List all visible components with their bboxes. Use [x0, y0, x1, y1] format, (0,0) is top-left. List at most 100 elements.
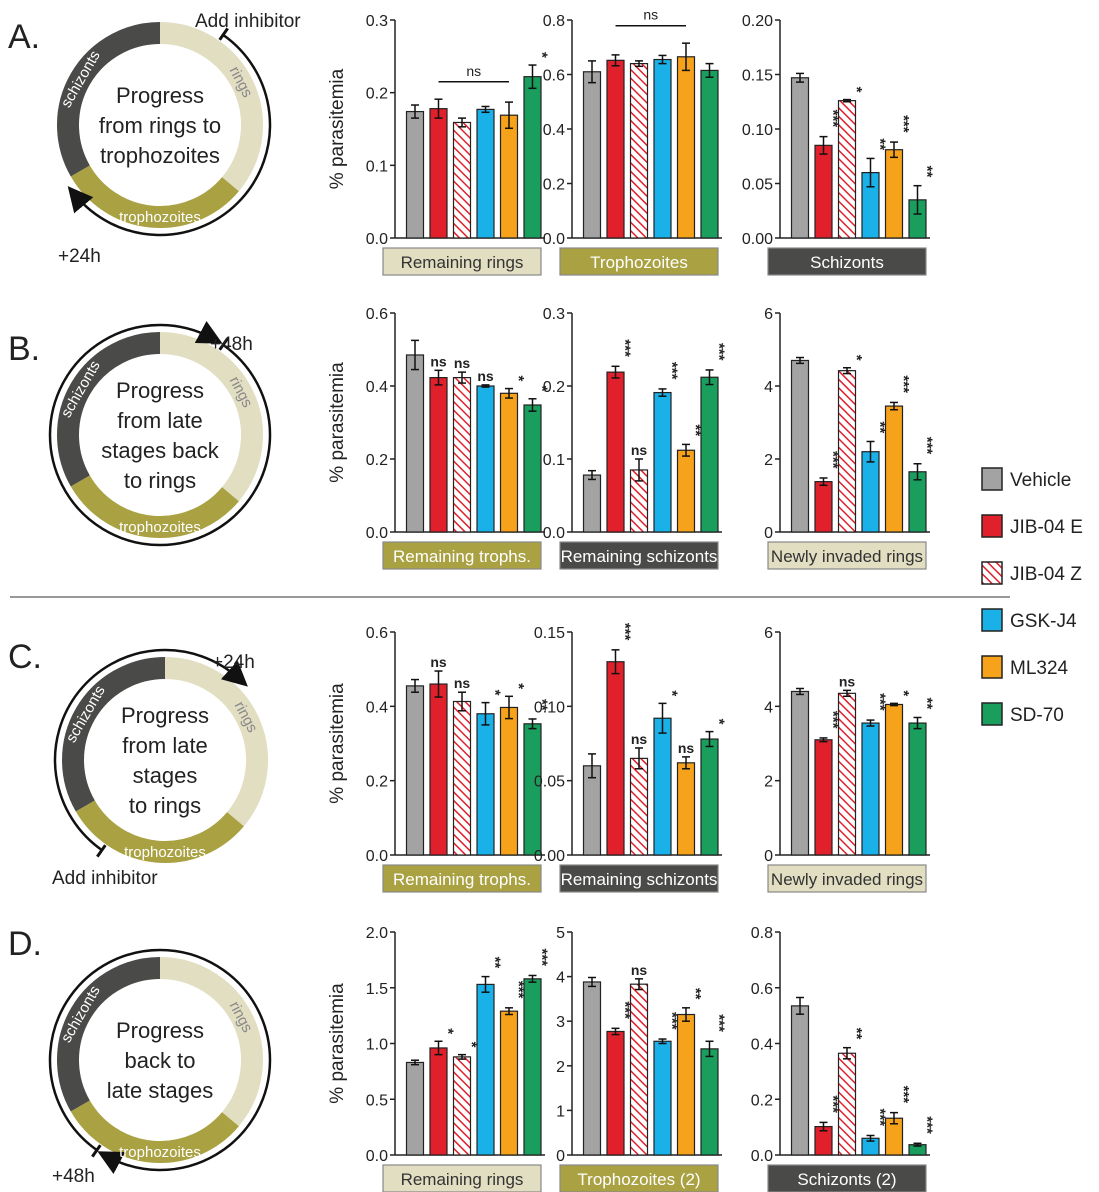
center-text: back to — [125, 1048, 196, 1073]
x-label: Trophozoites (2) — [577, 1170, 700, 1189]
panel-letter: D. — [8, 925, 42, 963]
legend-label: GSK-J4 — [1010, 611, 1077, 632]
bar — [430, 1048, 447, 1155]
y-tick-label: 0.10 — [534, 699, 565, 716]
significance: ** — [848, 1028, 865, 1040]
significance: *** — [711, 1014, 728, 1032]
significance: *** — [895, 1086, 912, 1104]
y-label: % parasitemia — [327, 362, 348, 483]
y-label: % parasitemia — [327, 68, 348, 189]
bar — [792, 360, 809, 532]
significance: *** — [664, 362, 681, 380]
bracket-label: ns — [466, 63, 481, 79]
x-label: Remaining trophs. — [393, 870, 531, 889]
bar — [886, 406, 903, 532]
x-label: Remaining schizonts — [561, 870, 718, 889]
bar — [477, 109, 494, 238]
x-label: Schizonts (2) — [797, 1170, 896, 1189]
x-label: Newly invaded rings — [771, 870, 923, 889]
bar — [524, 77, 541, 238]
y-tick-label: 0.0 — [366, 1148, 388, 1165]
legend-swatch — [982, 703, 1002, 725]
y-tick-label: 0.6 — [543, 68, 565, 85]
bar — [501, 707, 518, 855]
significance: * — [487, 690, 504, 696]
panel-letter: B. — [8, 330, 40, 368]
bar — [631, 758, 648, 855]
y-tick-label: 0.4 — [751, 1037, 773, 1054]
y-tick-label: 0.20 — [742, 13, 773, 30]
y-tick-label: 0.10 — [742, 122, 773, 139]
y-tick-label: 0.2 — [366, 452, 388, 469]
legend-label: Vehicle — [1010, 470, 1071, 491]
significance: ns — [631, 731, 648, 747]
significance: ns — [430, 654, 447, 670]
bar — [815, 482, 832, 532]
y-tick-label: 0.2 — [543, 177, 565, 194]
significance: *** — [617, 623, 634, 641]
y-tick-label: 0.05 — [534, 774, 565, 791]
y-tick-label: 0.0 — [543, 525, 565, 542]
legend-swatch — [982, 515, 1002, 537]
significance: ns — [631, 962, 648, 978]
y-tick-label: 0.4 — [366, 379, 388, 396]
bar — [839, 371, 856, 532]
significance: ** — [872, 138, 889, 150]
y-tick-label: 0.2 — [366, 86, 388, 103]
y-tick-label: 0.0 — [751, 1148, 773, 1165]
legend-swatch — [982, 562, 1002, 584]
bar — [584, 72, 601, 238]
bar — [407, 355, 424, 532]
y-tick-label: 0.6 — [366, 625, 388, 642]
x-label: Newly invaded rings — [771, 547, 923, 566]
y-tick-label: 0.0 — [366, 525, 388, 542]
bar — [631, 64, 648, 238]
significance: ** — [487, 957, 504, 969]
bar — [477, 984, 494, 1155]
center-text: from rings to — [99, 113, 221, 138]
significance: ** — [919, 166, 936, 178]
center-text: late stages — [107, 1078, 213, 1103]
bar — [886, 150, 903, 238]
significance: ns — [454, 675, 471, 691]
y-tick-label: 0.00 — [742, 231, 773, 248]
significance: *** — [919, 1116, 936, 1134]
significance: * — [848, 355, 865, 361]
bar — [678, 763, 695, 855]
significance: * — [895, 690, 912, 696]
stage-label: trophozoites — [119, 1144, 201, 1161]
y-tick-label: 1.0 — [366, 1037, 388, 1054]
bar — [654, 60, 671, 238]
bar — [792, 78, 809, 238]
significance: * — [711, 719, 728, 725]
center-text: Progress — [116, 1018, 204, 1043]
bar — [477, 714, 494, 855]
center-text: from late — [117, 408, 203, 433]
bar — [631, 984, 648, 1155]
significance: * — [848, 87, 865, 93]
bar — [701, 1049, 718, 1155]
center-text: Progress — [116, 378, 204, 403]
x-label: Schizonts — [810, 253, 884, 272]
significance: ns — [678, 740, 695, 756]
legend-swatch — [982, 609, 1002, 631]
bar — [607, 662, 624, 855]
y-tick-label: 0 — [556, 1148, 565, 1165]
x-label: Remaining trophs. — [393, 547, 531, 566]
bar — [477, 386, 494, 532]
y-tick-label: 5 — [556, 925, 565, 942]
significance: *** — [711, 343, 728, 361]
bar — [454, 378, 471, 532]
y-tick-label: 0.1 — [366, 158, 388, 175]
bar — [430, 378, 447, 532]
annotation: +48h — [210, 334, 253, 355]
bar — [909, 472, 926, 532]
y-tick-label: 0.3 — [543, 306, 565, 323]
y-tick-label: 4 — [556, 970, 565, 987]
bar — [430, 684, 447, 855]
bar — [815, 740, 832, 855]
bar — [501, 115, 518, 238]
y-tick-label: 0.4 — [366, 699, 388, 716]
bar — [501, 1011, 518, 1155]
y-tick-label: 2 — [764, 774, 773, 791]
